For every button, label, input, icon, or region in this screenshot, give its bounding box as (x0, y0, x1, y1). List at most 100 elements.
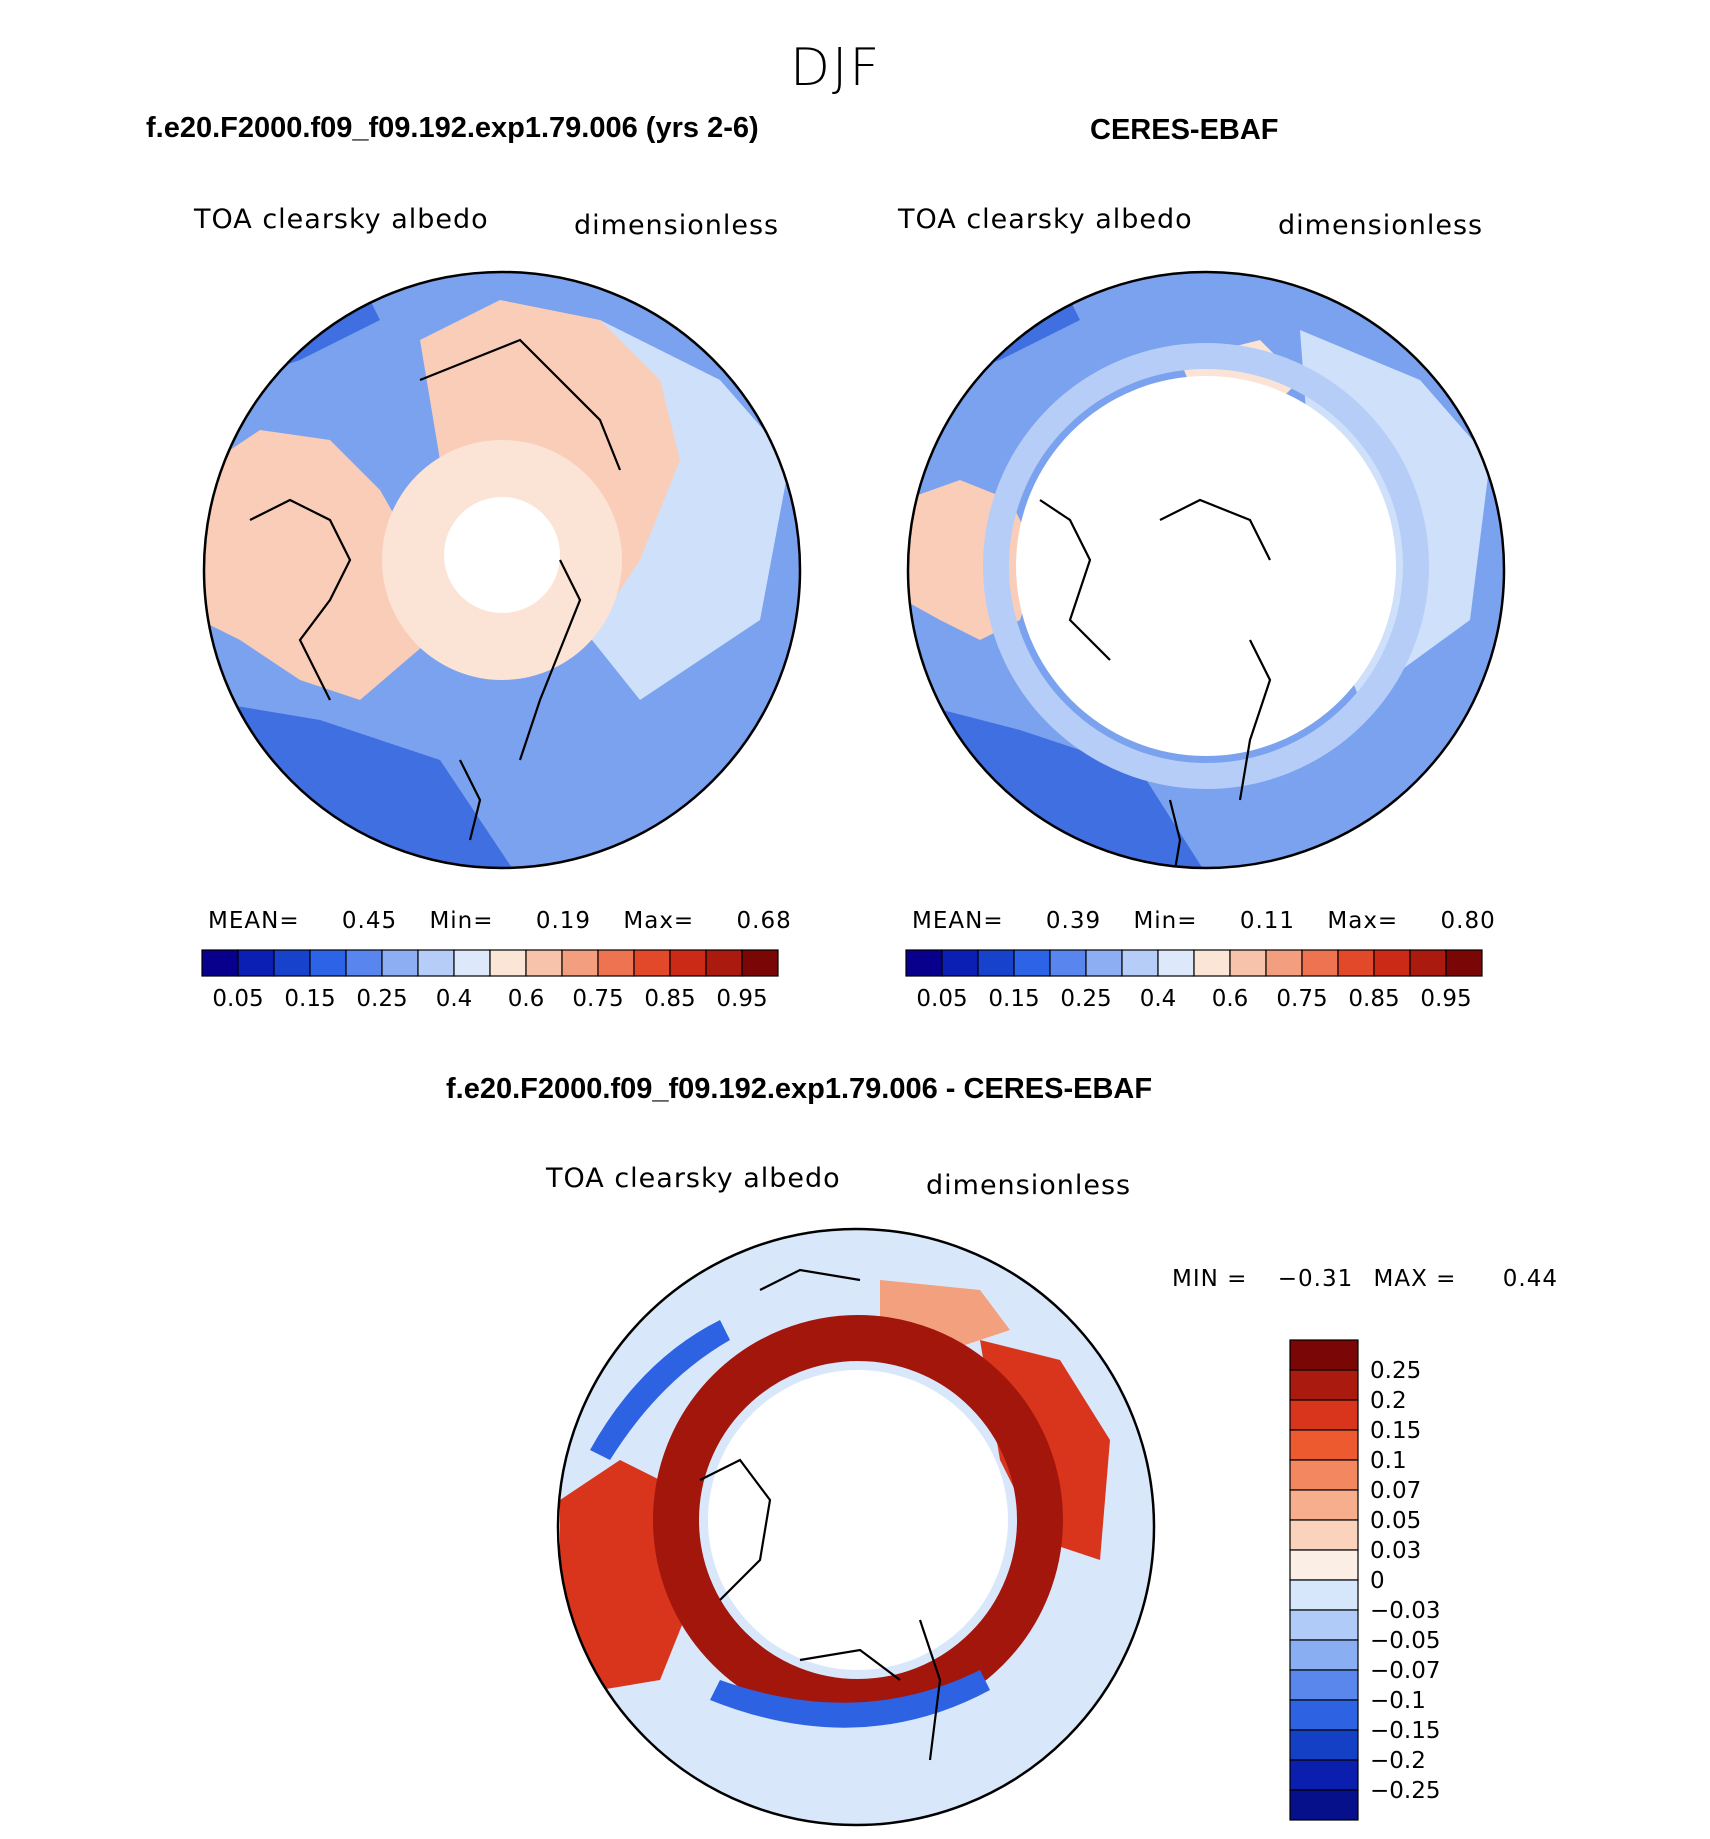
min-label: MIN = (1172, 1266, 1248, 1292)
colorbar-swatch (1049, 949, 1087, 977)
map-model-coastlines (249, 338, 622, 841)
mean-label: MEAN= (208, 908, 300, 934)
colorbar-model: 0.05 0.15 0.25 0.4 0.6 0.75 0.85 0.95 (201, 949, 779, 1012)
colorbar-tick-label: −0.25 (1370, 1778, 1440, 1804)
min-label: Min= (429, 908, 494, 934)
map-model-polar-hole (444, 497, 560, 613)
panel-diff-stats: MIN = −0.31 MAX = 0.44 (1172, 1266, 1558, 1292)
min-label: Min= (1133, 908, 1198, 934)
map-diff-polar-hole (708, 1370, 1008, 1670)
panel-model-variable-label: TOA clearsky albedo (194, 204, 489, 235)
panel-model-title: f.e20.F2000.f09_f09.192.exp1.79.006 (yrs… (146, 112, 759, 144)
colorbar-tick-label: 0.07 (1370, 1478, 1421, 1504)
colorbar-swatch (1289, 1579, 1359, 1611)
map-diff-negative-arc (710, 1670, 990, 1728)
colorbar-tick-label: 0.4 (436, 986, 473, 1012)
colorbar-swatch (1289, 1549, 1359, 1581)
colorbar-swatch (489, 949, 527, 977)
colorbar-swatch (1193, 949, 1231, 977)
colorbar-obs: 0.05 0.15 0.25 0.4 0.6 0.75 0.85 0.95 (905, 949, 1483, 1012)
colorbar-tick-label: −0.2 (1370, 1748, 1426, 1774)
colorbar-swatch (1289, 1789, 1359, 1821)
colorbar-swatch (1445, 949, 1483, 977)
colorbar-swatch (705, 949, 743, 977)
colorbar-swatch (1289, 1489, 1359, 1521)
colorbar-swatch (1337, 949, 1375, 977)
panel-obs-title: CERES-EBAF (1090, 114, 1279, 146)
colorbar-swatch (309, 949, 347, 977)
colorbar-swatch (1265, 949, 1303, 977)
colorbar-swatch (1289, 1639, 1359, 1671)
colorbar-tick-label: 0.15 (1370, 1418, 1421, 1444)
colorbar-tick-label: 0.2 (1370, 1388, 1407, 1414)
max-label: MAX = (1373, 1266, 1457, 1292)
map-model (202, 270, 802, 870)
colorbar-swatch (1289, 1759, 1359, 1791)
colorbar-swatch (1289, 1519, 1359, 1551)
max-value: 0.80 (1440, 908, 1496, 934)
colorbar-swatch (597, 949, 635, 977)
colorbar-tick-label: 0.15 (284, 986, 335, 1012)
colorbar-tick-label: −0.1 (1370, 1688, 1426, 1714)
min-value: −0.31 (1277, 1266, 1354, 1292)
map-obs-ring (983, 343, 1429, 789)
colorbar-swatch (1085, 949, 1123, 977)
colorbar-swatch (741, 949, 779, 977)
colorbar-swatch (273, 949, 311, 977)
panel-diff-title: f.e20.F2000.f09_f09.192.exp1.79.006 - CE… (446, 1073, 1153, 1105)
colorbar-swatch (525, 949, 563, 977)
colorbar-tick-label: 0.95 (716, 986, 767, 1012)
colorbar-tick-label: 0.25 (1060, 986, 1111, 1012)
colorbar-swatch (941, 949, 979, 977)
colorbar-tick-label: 0.03 (1370, 1538, 1421, 1564)
colorbar-swatch (1289, 1609, 1359, 1641)
colorbar-swatch (669, 949, 707, 977)
colorbar-swatch (905, 949, 943, 977)
colorbar-diff: 0.25 0.2 0.15 0.1 0.07 0.05 0.03 0 −0.03 −0.05 −0.… (1289, 1339, 1440, 1821)
colorbar-tick-label: −0.15 (1370, 1718, 1440, 1744)
colorbar-tick-label: 0.25 (1370, 1358, 1421, 1384)
map-diff-negative-west (590, 1320, 730, 1460)
min-value: 0.19 (535, 908, 592, 934)
colorbar-tick-label: 0.85 (644, 986, 695, 1012)
colorbar-swatch (417, 949, 455, 977)
colorbar-swatch (1289, 1399, 1359, 1431)
colorbar-swatch (1301, 949, 1339, 977)
colorbar-tick-label: 0.6 (508, 986, 545, 1012)
colorbar-swatch (453, 949, 491, 977)
map-diff (556, 1227, 1156, 1827)
min-value: 0.11 (1239, 908, 1296, 934)
colorbar-tick-label: 0.25 (356, 986, 407, 1012)
colorbar-swatch (237, 949, 275, 977)
colorbar-swatch (561, 949, 599, 977)
panel-obs-variable-label: TOA clearsky albedo (898, 204, 1193, 235)
colorbar-tick-label: 0.05 (916, 986, 967, 1012)
colorbar-swatch (1289, 1729, 1359, 1761)
colorbar-swatch (1289, 1369, 1359, 1401)
colorbar-swatch (201, 949, 239, 977)
colorbar-tick-label: 0.75 (572, 986, 623, 1012)
panel-model-stats: MEAN= 0.45 Min= 0.19 Max= 0.68 (208, 908, 792, 934)
colorbar-swatch (1289, 1459, 1359, 1491)
max-label: Max= (623, 908, 695, 934)
colorbar-swatch (1409, 949, 1447, 977)
panel-diff-variable-label: TOA clearsky albedo (546, 1163, 841, 1194)
colorbar-swatch (1289, 1339, 1359, 1371)
colorbar-swatch (1289, 1669, 1359, 1701)
colorbar-swatch (345, 949, 383, 977)
colorbar-tick-label: 0.85 (1348, 986, 1399, 1012)
season-title: DJF (790, 38, 882, 98)
map-diff-red-ring (653, 1315, 1063, 1725)
colorbar-tick-label: 0.15 (988, 986, 1039, 1012)
colorbar-swatch (633, 949, 671, 977)
colorbar-tick-label: 0.95 (1420, 986, 1471, 1012)
colorbar-tick-label: 0.05 (1370, 1508, 1421, 1534)
mean-value: 0.45 (341, 908, 398, 934)
colorbar-tick-label: 0.75 (1276, 986, 1327, 1012)
colorbar-tick-label: 0.1 (1370, 1448, 1407, 1474)
map-diff-coastlines (699, 1268, 942, 1761)
map-obs-polar-hole (1016, 376, 1396, 756)
colorbar-swatch (977, 949, 1015, 977)
map-model-land-north-america (204, 430, 430, 700)
